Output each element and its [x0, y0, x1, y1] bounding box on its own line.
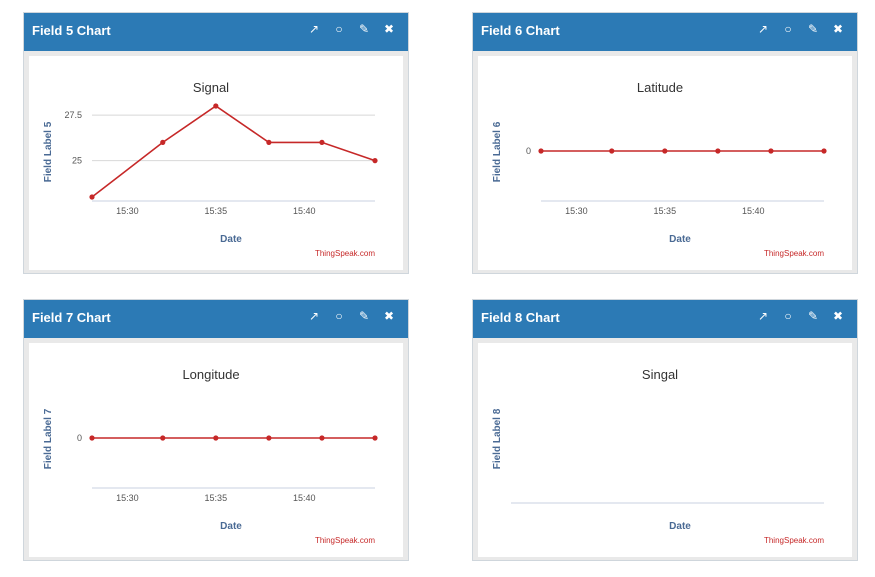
chart-area: Latitude Date Field Label 6 ThingSpeak.com 0…	[478, 56, 852, 270]
data-point	[89, 435, 95, 441]
y-axis-label: Field Label 8	[492, 408, 503, 469]
field-6-chart-panel: Field 6 Chart ↗ ○ ✎ ✖ Latitude Date Field Lab…	[472, 12, 858, 274]
x-tick-label: 15:35	[654, 206, 677, 216]
chart-title: Signal	[193, 80, 229, 95]
thingspeak-credit: ThingSpeak.com	[764, 249, 824, 258]
data-point	[821, 148, 827, 154]
external-link-icon[interactable]: ↗	[308, 309, 320, 323]
data-point	[372, 435, 378, 441]
field-6-chart: Latitude Date Field Label 6 ThingSpeak.com 0…	[492, 80, 827, 258]
external-link-icon[interactable]: ↗	[757, 22, 769, 36]
field-5-chart-panel: Field 5 Chart ↗ ○ ✎ ✖ Signal Date Field Label…	[23, 12, 409, 274]
chart-area: Signal Date Field Label 5 ThingSpeak.com 25 2…	[29, 56, 403, 270]
chart-title: Singal	[642, 367, 678, 382]
data-point	[160, 435, 166, 441]
x-axis-label: Date	[669, 234, 691, 245]
thingspeak-credit: ThingSpeak.com	[315, 249, 375, 258]
data-point	[319, 435, 325, 441]
chart-title: Longitude	[182, 367, 239, 382]
panel-header: Field 6 Chart ↗ ○ ✎ ✖	[473, 13, 857, 51]
data-point	[160, 139, 166, 145]
external-link-icon[interactable]: ↗	[757, 309, 769, 323]
x-axis-label: Date	[669, 521, 691, 532]
x-tick-label: 15:30	[116, 206, 139, 216]
field-7-chart: Longitude Date Field Label 7 ThingSpeak.com…	[43, 367, 378, 545]
field-8-chart: Singal Date Field Label 8 ThingSpeak.com	[492, 367, 824, 545]
close-icon[interactable]: ✖	[383, 22, 395, 36]
y-tick-label: 27.5	[64, 110, 82, 120]
x-tick-label: 15:35	[205, 206, 228, 216]
x-tick-label: 15:40	[742, 206, 765, 216]
panel-title: Field 6 Chart	[481, 23, 560, 38]
panel-header: Field 8 Chart ↗ ○ ✎ ✖	[473, 300, 857, 338]
data-point	[266, 139, 272, 145]
pencil-icon[interactable]: ✎	[358, 309, 370, 323]
y-tick-label: 25	[72, 156, 82, 166]
x-axis-label: Date	[220, 521, 242, 532]
series-line	[91, 105, 376, 198]
field-8-chart-panel: Field 8 Chart ↗ ○ ✎ ✖ Singal Date Field Label…	[472, 299, 858, 561]
panel-title: Field 8 Chart	[481, 310, 560, 325]
y-axis-label: Field Label 5	[43, 121, 54, 182]
data-point	[89, 194, 95, 200]
close-icon[interactable]: ✖	[832, 309, 844, 323]
data-point	[213, 103, 219, 109]
comment-icon[interactable]: ○	[784, 309, 792, 323]
data-point	[609, 148, 615, 154]
x-tick-label: 15:35	[205, 493, 228, 503]
panel-header: Field 7 Chart ↗ ○ ✎ ✖	[24, 300, 408, 338]
data-point	[662, 148, 668, 154]
chart-area: Singal Date Field Label 8 ThingSpeak.com	[478, 343, 852, 557]
x-tick-label: 15:30	[116, 493, 139, 503]
thingspeak-credit: ThingSpeak.com	[764, 536, 824, 545]
y-axis-label: Field Label 7	[43, 408, 54, 469]
close-icon[interactable]: ✖	[832, 22, 844, 36]
panel-header: Field 5 Chart ↗ ○ ✎ ✖	[24, 13, 408, 51]
y-tick-label: 0	[77, 433, 82, 443]
data-point	[715, 148, 721, 154]
pencil-icon[interactable]: ✎	[807, 22, 819, 36]
external-link-icon[interactable]: ↗	[308, 22, 320, 36]
data-point	[266, 435, 272, 441]
pencil-icon[interactable]: ✎	[807, 309, 819, 323]
comment-icon[interactable]: ○	[784, 22, 792, 36]
field-5-chart: Signal Date Field Label 5 ThingSpeak.com 25 2…	[43, 80, 378, 258]
panel-title: Field 7 Chart	[32, 310, 111, 325]
data-point	[768, 148, 774, 154]
data-point	[372, 158, 378, 164]
panel-toolbar: ↗ ○ ✎ ✖	[307, 22, 396, 36]
thingspeak-credit: ThingSpeak.com	[315, 536, 375, 545]
y-axis-label: Field Label 6	[492, 121, 503, 182]
x-tick-label: 15:30	[565, 206, 588, 216]
chart-title: Latitude	[637, 80, 683, 95]
panel-toolbar: ↗ ○ ✎ ✖	[756, 22, 845, 36]
x-axis-label: Date	[220, 234, 242, 245]
panel-toolbar: ↗ ○ ✎ ✖	[756, 309, 845, 323]
field-7-chart-panel: Field 7 Chart ↗ ○ ✎ ✖ Longitude Date Field La…	[23, 299, 409, 561]
chart-area: Longitude Date Field Label 7 ThingSpeak.com…	[29, 343, 403, 557]
panel-title: Field 5 Chart	[32, 23, 111, 38]
close-icon[interactable]: ✖	[383, 309, 395, 323]
comment-icon[interactable]: ○	[335, 309, 343, 323]
x-tick-label: 15:40	[293, 493, 316, 503]
data-point	[213, 435, 219, 441]
pencil-icon[interactable]: ✎	[358, 22, 370, 36]
panel-toolbar: ↗ ○ ✎ ✖	[307, 309, 396, 323]
x-tick-label: 15:40	[293, 206, 316, 216]
y-tick-label: 0	[526, 146, 531, 156]
comment-icon[interactable]: ○	[335, 22, 343, 36]
data-point	[319, 139, 325, 145]
data-point	[538, 148, 544, 154]
